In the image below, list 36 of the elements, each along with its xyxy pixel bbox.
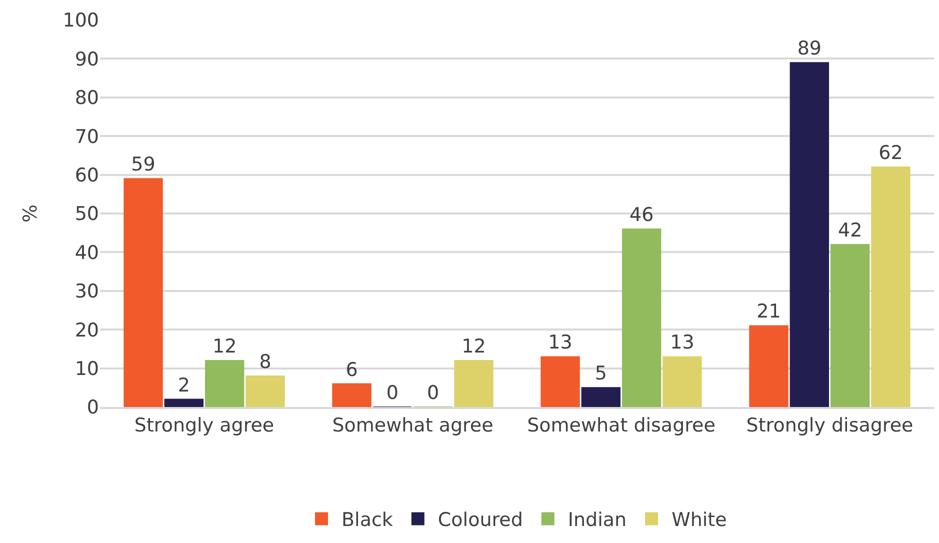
y-tick-label: 30 bbox=[74, 280, 99, 303]
y-tick-label: 10 bbox=[74, 358, 99, 380]
data-label: 46 bbox=[629, 204, 654, 226]
y-tick-label: 0 bbox=[86, 396, 99, 419]
data-label: 12 bbox=[462, 336, 486, 358]
y-tick-label: 70 bbox=[74, 126, 99, 148]
data-label: 42 bbox=[838, 219, 862, 242]
data-label: 5 bbox=[594, 362, 607, 385]
data-label: 0 bbox=[386, 382, 398, 404]
data-label: 13 bbox=[548, 332, 572, 354]
y-axis-title: % bbox=[20, 204, 42, 223]
y-tick-label: 50 bbox=[74, 203, 99, 226]
data-label: 8 bbox=[259, 351, 272, 374]
x-tick-label: Somewhat disagree bbox=[527, 414, 716, 437]
data-label: 0 bbox=[427, 382, 440, 404]
x-tick-label: Strongly disagree bbox=[746, 414, 914, 437]
data-label: 12 bbox=[212, 336, 237, 358]
data-label: 21 bbox=[756, 300, 781, 323]
legend-label: Indian bbox=[568, 509, 627, 532]
data-label: 13 bbox=[670, 332, 694, 354]
y-tick-label: 20 bbox=[74, 319, 99, 342]
legend-label: Black bbox=[342, 509, 393, 532]
legend-label: Coloured bbox=[438, 509, 523, 532]
y-tick-label: 90 bbox=[74, 48, 99, 70]
y-tick-label: 40 bbox=[74, 242, 99, 264]
y-tick-label: 80 bbox=[74, 87, 99, 110]
legend-label: White bbox=[672, 509, 727, 532]
x-tick-label: Strongly agree bbox=[134, 414, 274, 437]
data-label: 62 bbox=[878, 142, 903, 164]
data-label: 59 bbox=[131, 154, 156, 176]
data-label: 6 bbox=[346, 358, 358, 381]
y-tick-label: 100 bbox=[62, 10, 99, 32]
y-tick-label: 60 bbox=[74, 164, 99, 186]
x-tick-label: Somewhat agree bbox=[332, 414, 494, 437]
data-label: 89 bbox=[797, 38, 822, 60]
data-label: 2 bbox=[178, 374, 190, 396]
